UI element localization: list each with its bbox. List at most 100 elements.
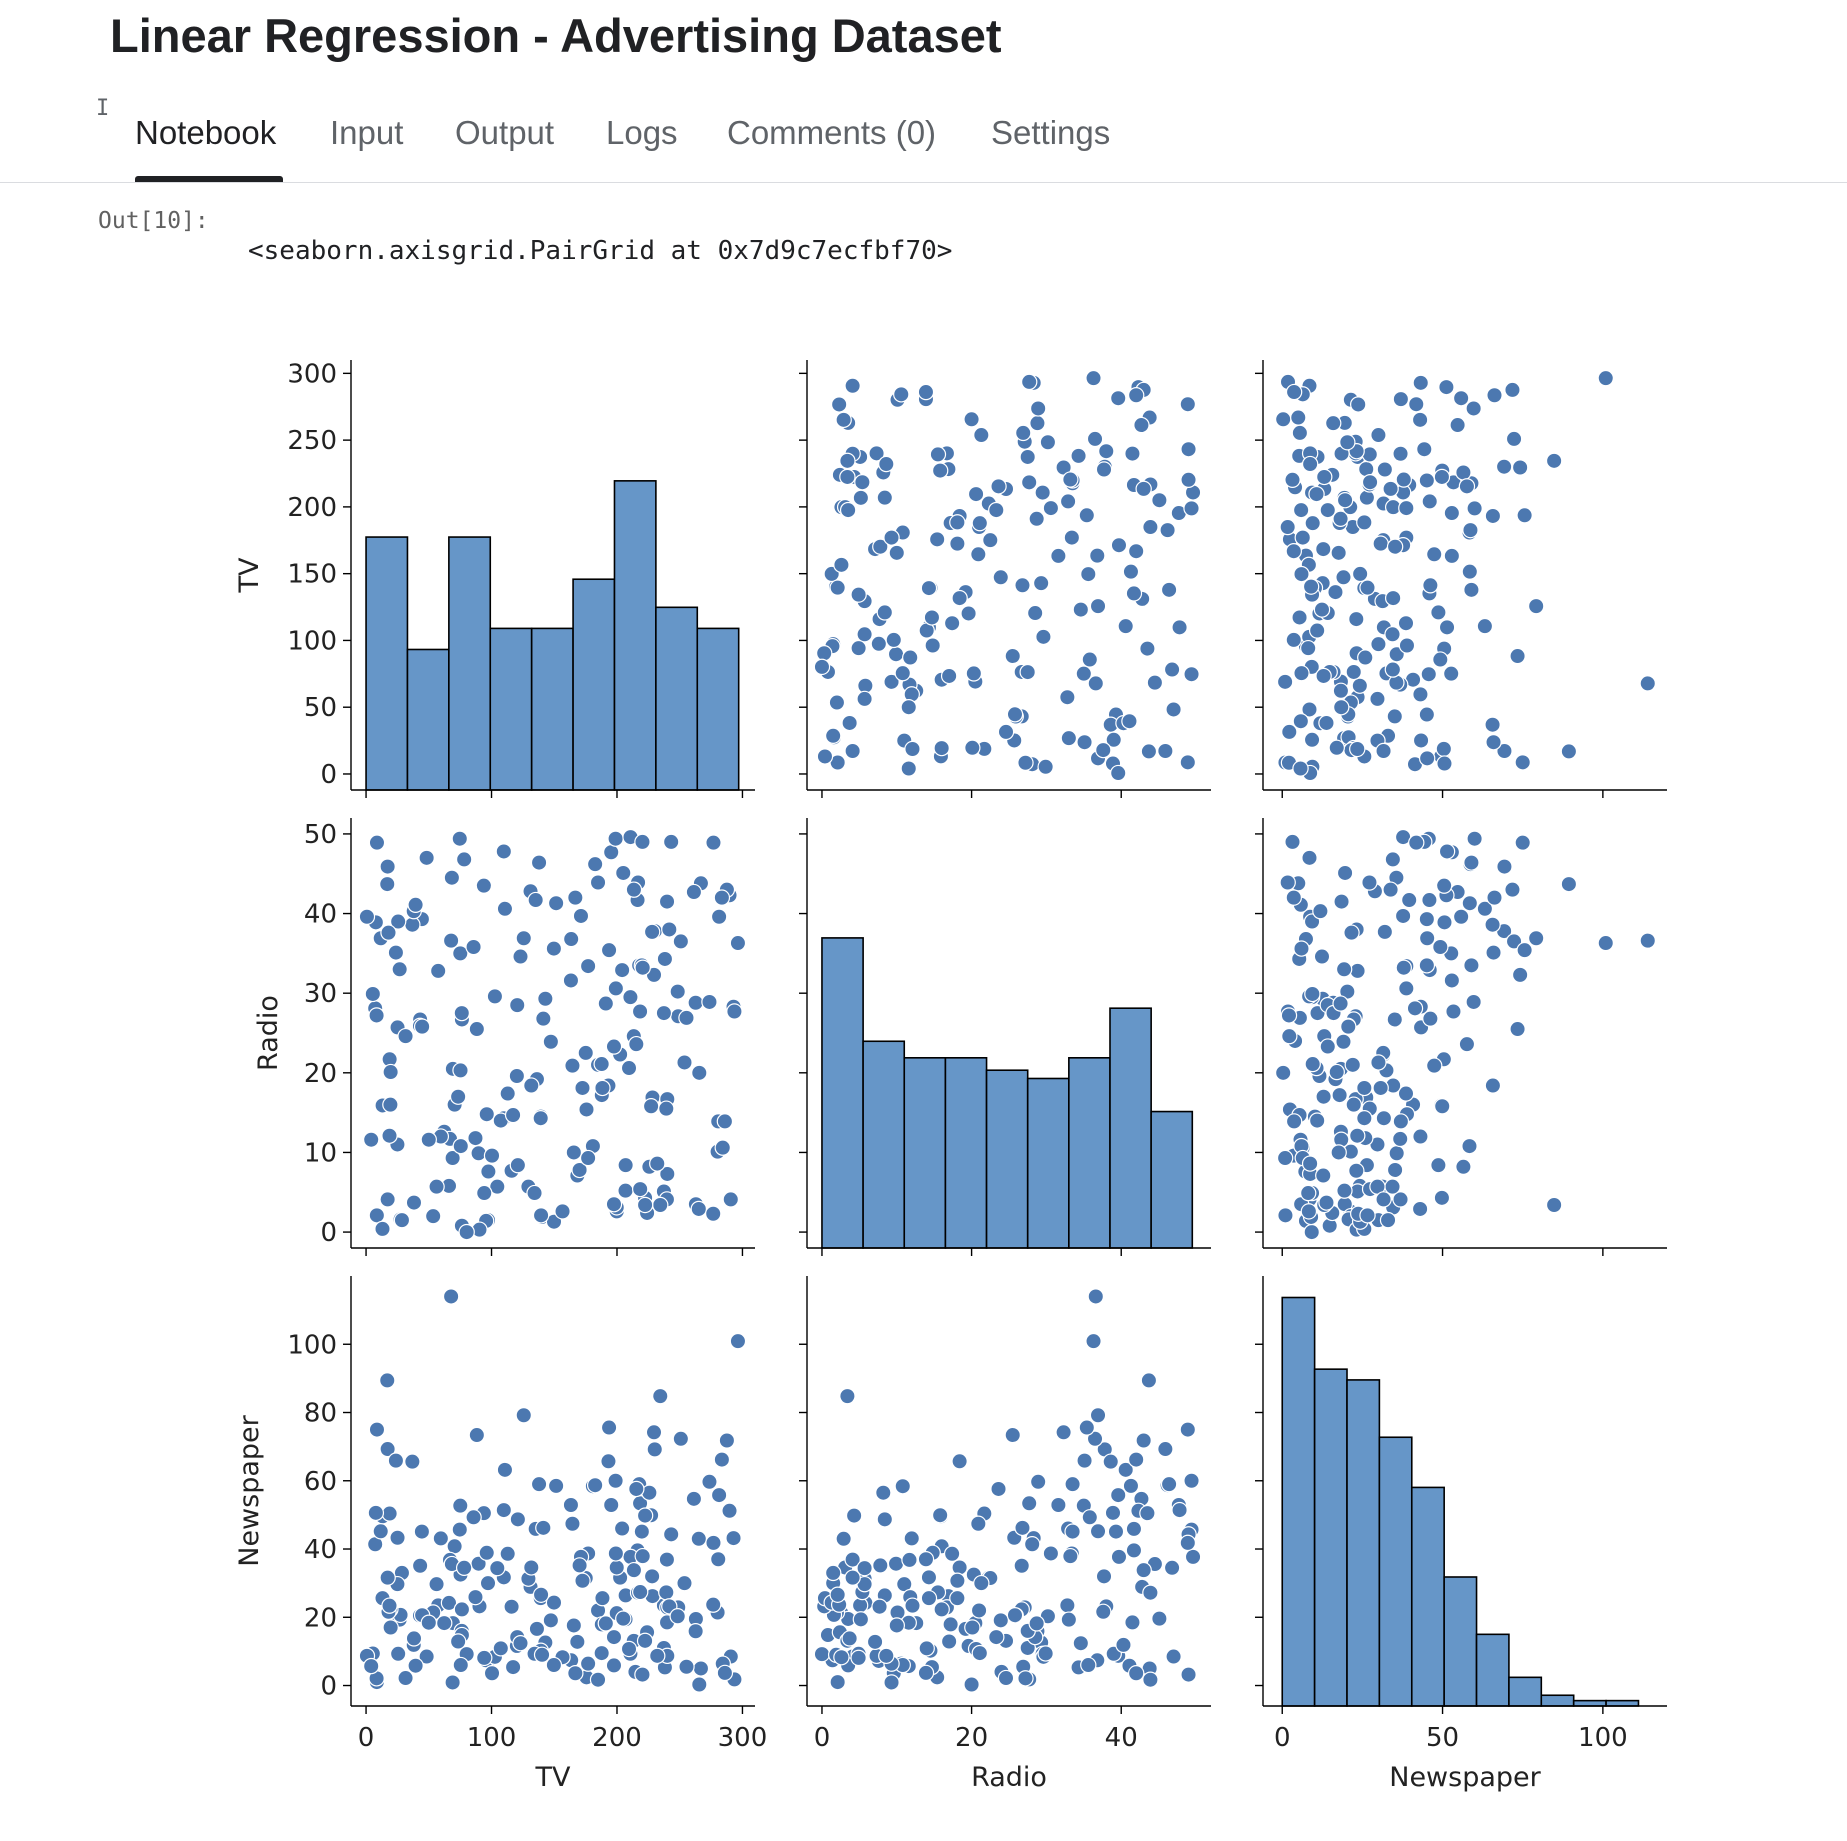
scatter-point <box>499 1085 516 1102</box>
scatter-point <box>1133 416 1150 434</box>
scatter-point <box>600 1419 618 1436</box>
scatter-point <box>449 1633 467 1650</box>
scatter-point <box>1325 414 1342 432</box>
scatter-point <box>1466 500 1483 517</box>
scatter-point <box>813 658 831 676</box>
scatter-point <box>397 1027 414 1045</box>
scatter-point <box>1171 619 1188 636</box>
scatter-point <box>645 1424 663 1441</box>
scatter-point <box>379 1191 396 1208</box>
scatter-point <box>1370 635 1387 653</box>
scatter-point <box>1361 874 1378 891</box>
scatter-point <box>964 739 981 757</box>
scatter-point <box>878 1647 895 1665</box>
scatter-point <box>1370 426 1387 444</box>
scatter-point <box>701 1473 718 1490</box>
scatter-point <box>589 874 607 891</box>
histogram-bar <box>1540 1694 1575 1707</box>
scatter-point <box>508 1067 526 1085</box>
scatter-point <box>607 980 625 997</box>
scatter-point <box>572 907 590 925</box>
x-tick-label: 20 <box>955 1723 988 1753</box>
scatter-point <box>1294 529 1311 546</box>
tab-output[interactable]: Output <box>455 114 555 151</box>
scatter-point <box>833 1648 850 1666</box>
scatter-point <box>1104 1504 1122 1522</box>
scatter-point <box>480 1163 497 1180</box>
scatter-point <box>917 1551 935 1568</box>
text-cursor-icon: I <box>96 96 110 121</box>
scatter-point <box>894 1478 911 1495</box>
scatter-point <box>729 934 747 952</box>
tab-input[interactable]: Input <box>330 114 404 151</box>
scatter-point <box>1004 647 1021 665</box>
y-tick-label: 0 <box>320 1218 337 1248</box>
scatter-point <box>458 1223 475 1241</box>
scatter-point <box>1461 563 1479 580</box>
scatter-point <box>1496 742 1513 760</box>
scatter-point <box>515 930 532 947</box>
scatter-point <box>1291 609 1308 626</box>
scatter-point <box>1089 547 1106 564</box>
tab-logs[interactable]: Logs <box>606 114 678 151</box>
scatter-point <box>1327 583 1344 601</box>
scatter-point <box>923 609 941 626</box>
scatter-point <box>917 1664 935 1682</box>
scatter-point <box>1411 411 1429 429</box>
scatter-point <box>1484 507 1502 525</box>
histogram-bar <box>1068 1057 1111 1249</box>
scatter-point <box>1313 948 1331 965</box>
scatter-point <box>1122 1477 1140 1495</box>
scatter-point <box>949 514 966 531</box>
scatter-point <box>381 1505 398 1522</box>
scatter-point <box>1059 688 1076 706</box>
scatter-point <box>368 1007 385 1024</box>
scatter-point <box>358 908 376 925</box>
histogram-bar <box>448 536 492 791</box>
scatter-point <box>1455 1158 1472 1175</box>
scatter-point <box>1412 374 1429 392</box>
scatter-point <box>725 1529 742 1547</box>
scatter-point <box>1308 622 1326 639</box>
scatter-point <box>1062 1547 1079 1565</box>
scatter-point <box>1357 649 1374 666</box>
scatter-point <box>428 1178 445 1195</box>
scatter-point <box>564 1057 581 1074</box>
scatter-point <box>1303 1223 1320 1241</box>
scatter-point <box>1095 1568 1113 1585</box>
scatter-point <box>483 1147 501 1164</box>
scatter-point <box>523 1559 540 1576</box>
scatter-point <box>1274 411 1292 428</box>
scatter-point <box>894 664 911 682</box>
scatter-point <box>363 1657 380 1675</box>
scatter-point <box>1406 1000 1424 1017</box>
scatter-point <box>1514 834 1531 851</box>
tab-comments[interactable]: Comments (0) <box>727 114 937 151</box>
tab-notebook[interactable]: Notebook <box>135 114 277 151</box>
scatter-point <box>562 930 580 948</box>
scatter-point <box>1304 514 1321 532</box>
scatter-point <box>418 849 435 867</box>
scatter-point <box>931 462 949 479</box>
scatter-point <box>1356 1110 1373 1127</box>
scatter-point <box>883 529 900 546</box>
scatter-point <box>1034 484 1051 501</box>
scatter-point <box>1102 1453 1119 1470</box>
scatter-point <box>486 988 504 1005</box>
panel-tv-vs-newspaper <box>1255 360 1667 798</box>
scatter-point <box>1432 651 1449 668</box>
scatter-point <box>1072 601 1090 618</box>
scatter-point <box>1449 416 1466 434</box>
scatter-point <box>467 1129 484 1147</box>
scatter-point <box>1146 674 1164 691</box>
scatter-point <box>492 1640 510 1657</box>
scatter-point <box>617 1182 634 1199</box>
scatter-point <box>389 1529 406 1546</box>
scatter-point <box>1029 1473 1047 1490</box>
tab-settings[interactable]: Settings <box>991 114 1111 151</box>
scatter-point <box>586 855 604 873</box>
scatter-point <box>1504 881 1521 898</box>
scatter-point <box>468 1020 486 1038</box>
scatter-point <box>579 1655 597 1672</box>
scatter-point <box>530 1475 548 1493</box>
